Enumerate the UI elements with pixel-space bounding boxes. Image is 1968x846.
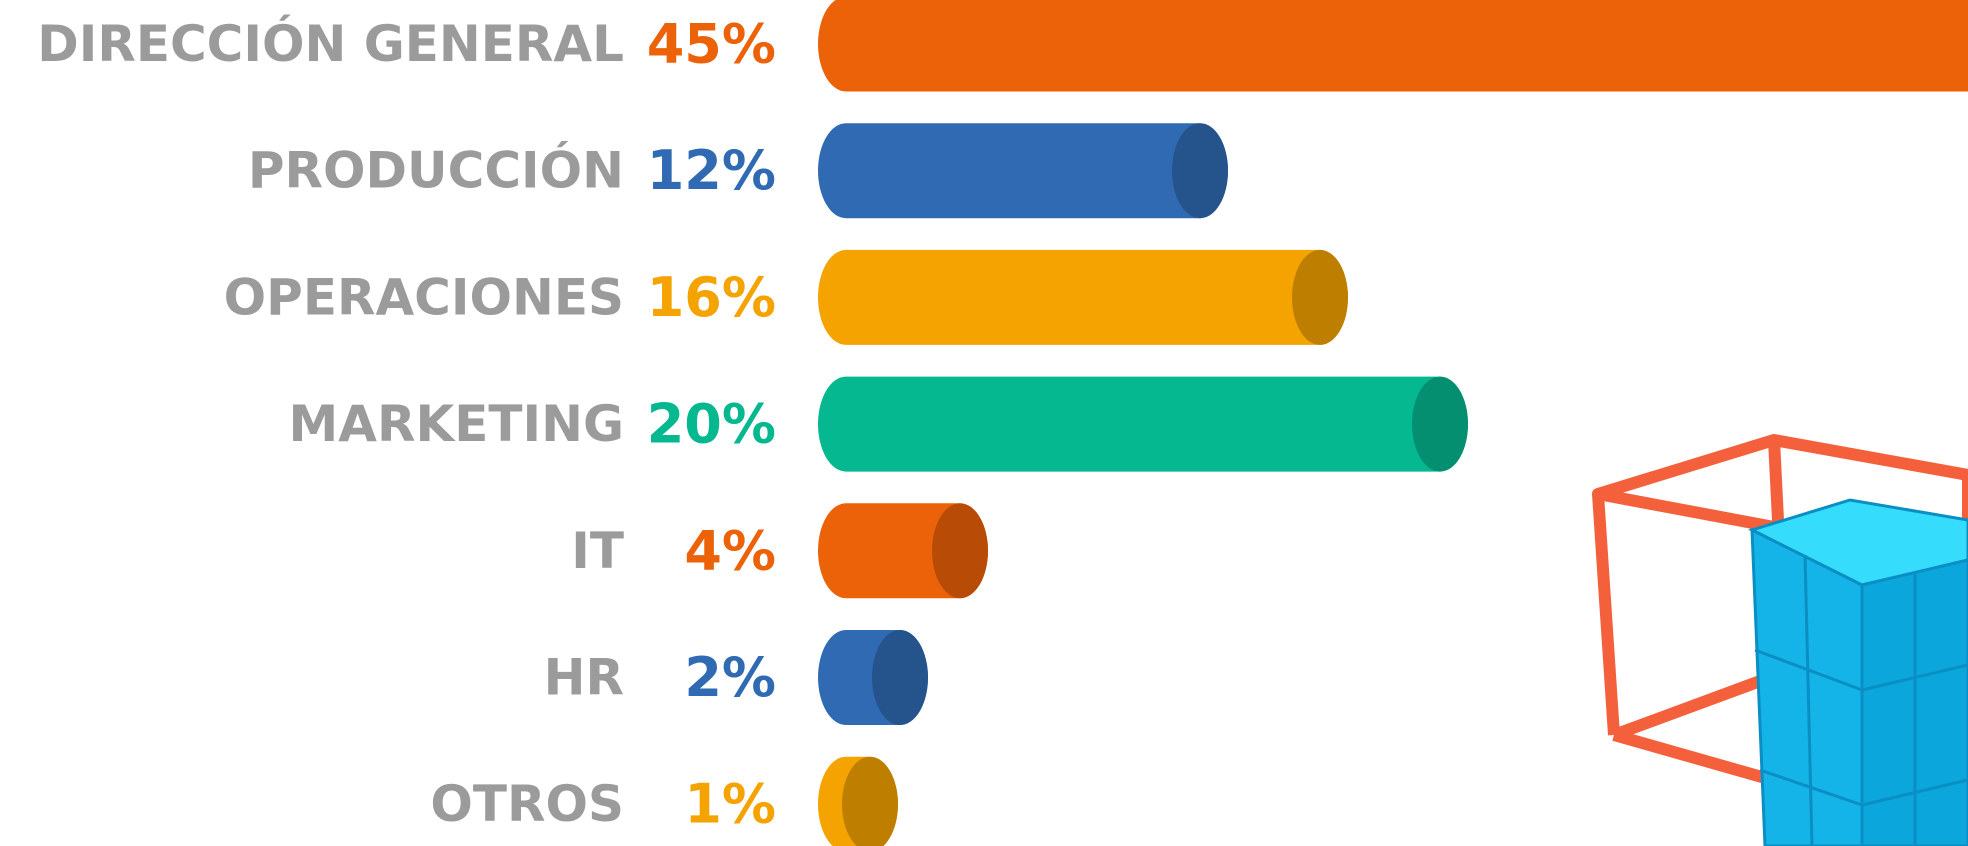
bar: [818, 377, 1468, 472]
bar-group: [818, 250, 1348, 345]
value-label: 4%: [684, 519, 776, 582]
value-label: 2%: [684, 646, 776, 709]
value-label: 20%: [647, 393, 776, 456]
bar: [818, 123, 1228, 218]
category-label: MARKETING: [289, 395, 624, 453]
chart: DIRECCIÓN GENERAL 45% PRODUCCIÓN 12% OPERACI…: [0, 0, 1968, 846]
category-label: OPERACIONES: [224, 268, 624, 326]
value-label: 12%: [647, 139, 776, 202]
category-label: DIRECCIÓN GENERAL: [37, 14, 624, 73]
category-label: OTROS: [430, 775, 624, 833]
bar-cap: [872, 630, 928, 725]
bar: [818, 250, 1348, 345]
value-label: 45%: [647, 13, 776, 76]
bar-cap: [1292, 250, 1348, 345]
category-label: IT: [571, 522, 624, 580]
value-label: 1%: [684, 773, 776, 836]
bar-group: [818, 123, 1228, 218]
value-label: 16%: [647, 266, 776, 329]
decoration-cubes: [1598, 440, 1968, 846]
bar-group: [818, 630, 928, 725]
bar: [818, 0, 1968, 92]
bar-cap: [1412, 377, 1468, 472]
bar-group: [818, 757, 898, 846]
category-label: HR: [544, 649, 624, 707]
bar-group: [818, 377, 1468, 472]
bar-group: [818, 503, 988, 598]
bar-group: [818, 0, 1968, 92]
category-label: PRODUCCIÓN: [248, 141, 624, 200]
bar-cap: [932, 503, 988, 598]
bar-cap: [1172, 123, 1228, 218]
